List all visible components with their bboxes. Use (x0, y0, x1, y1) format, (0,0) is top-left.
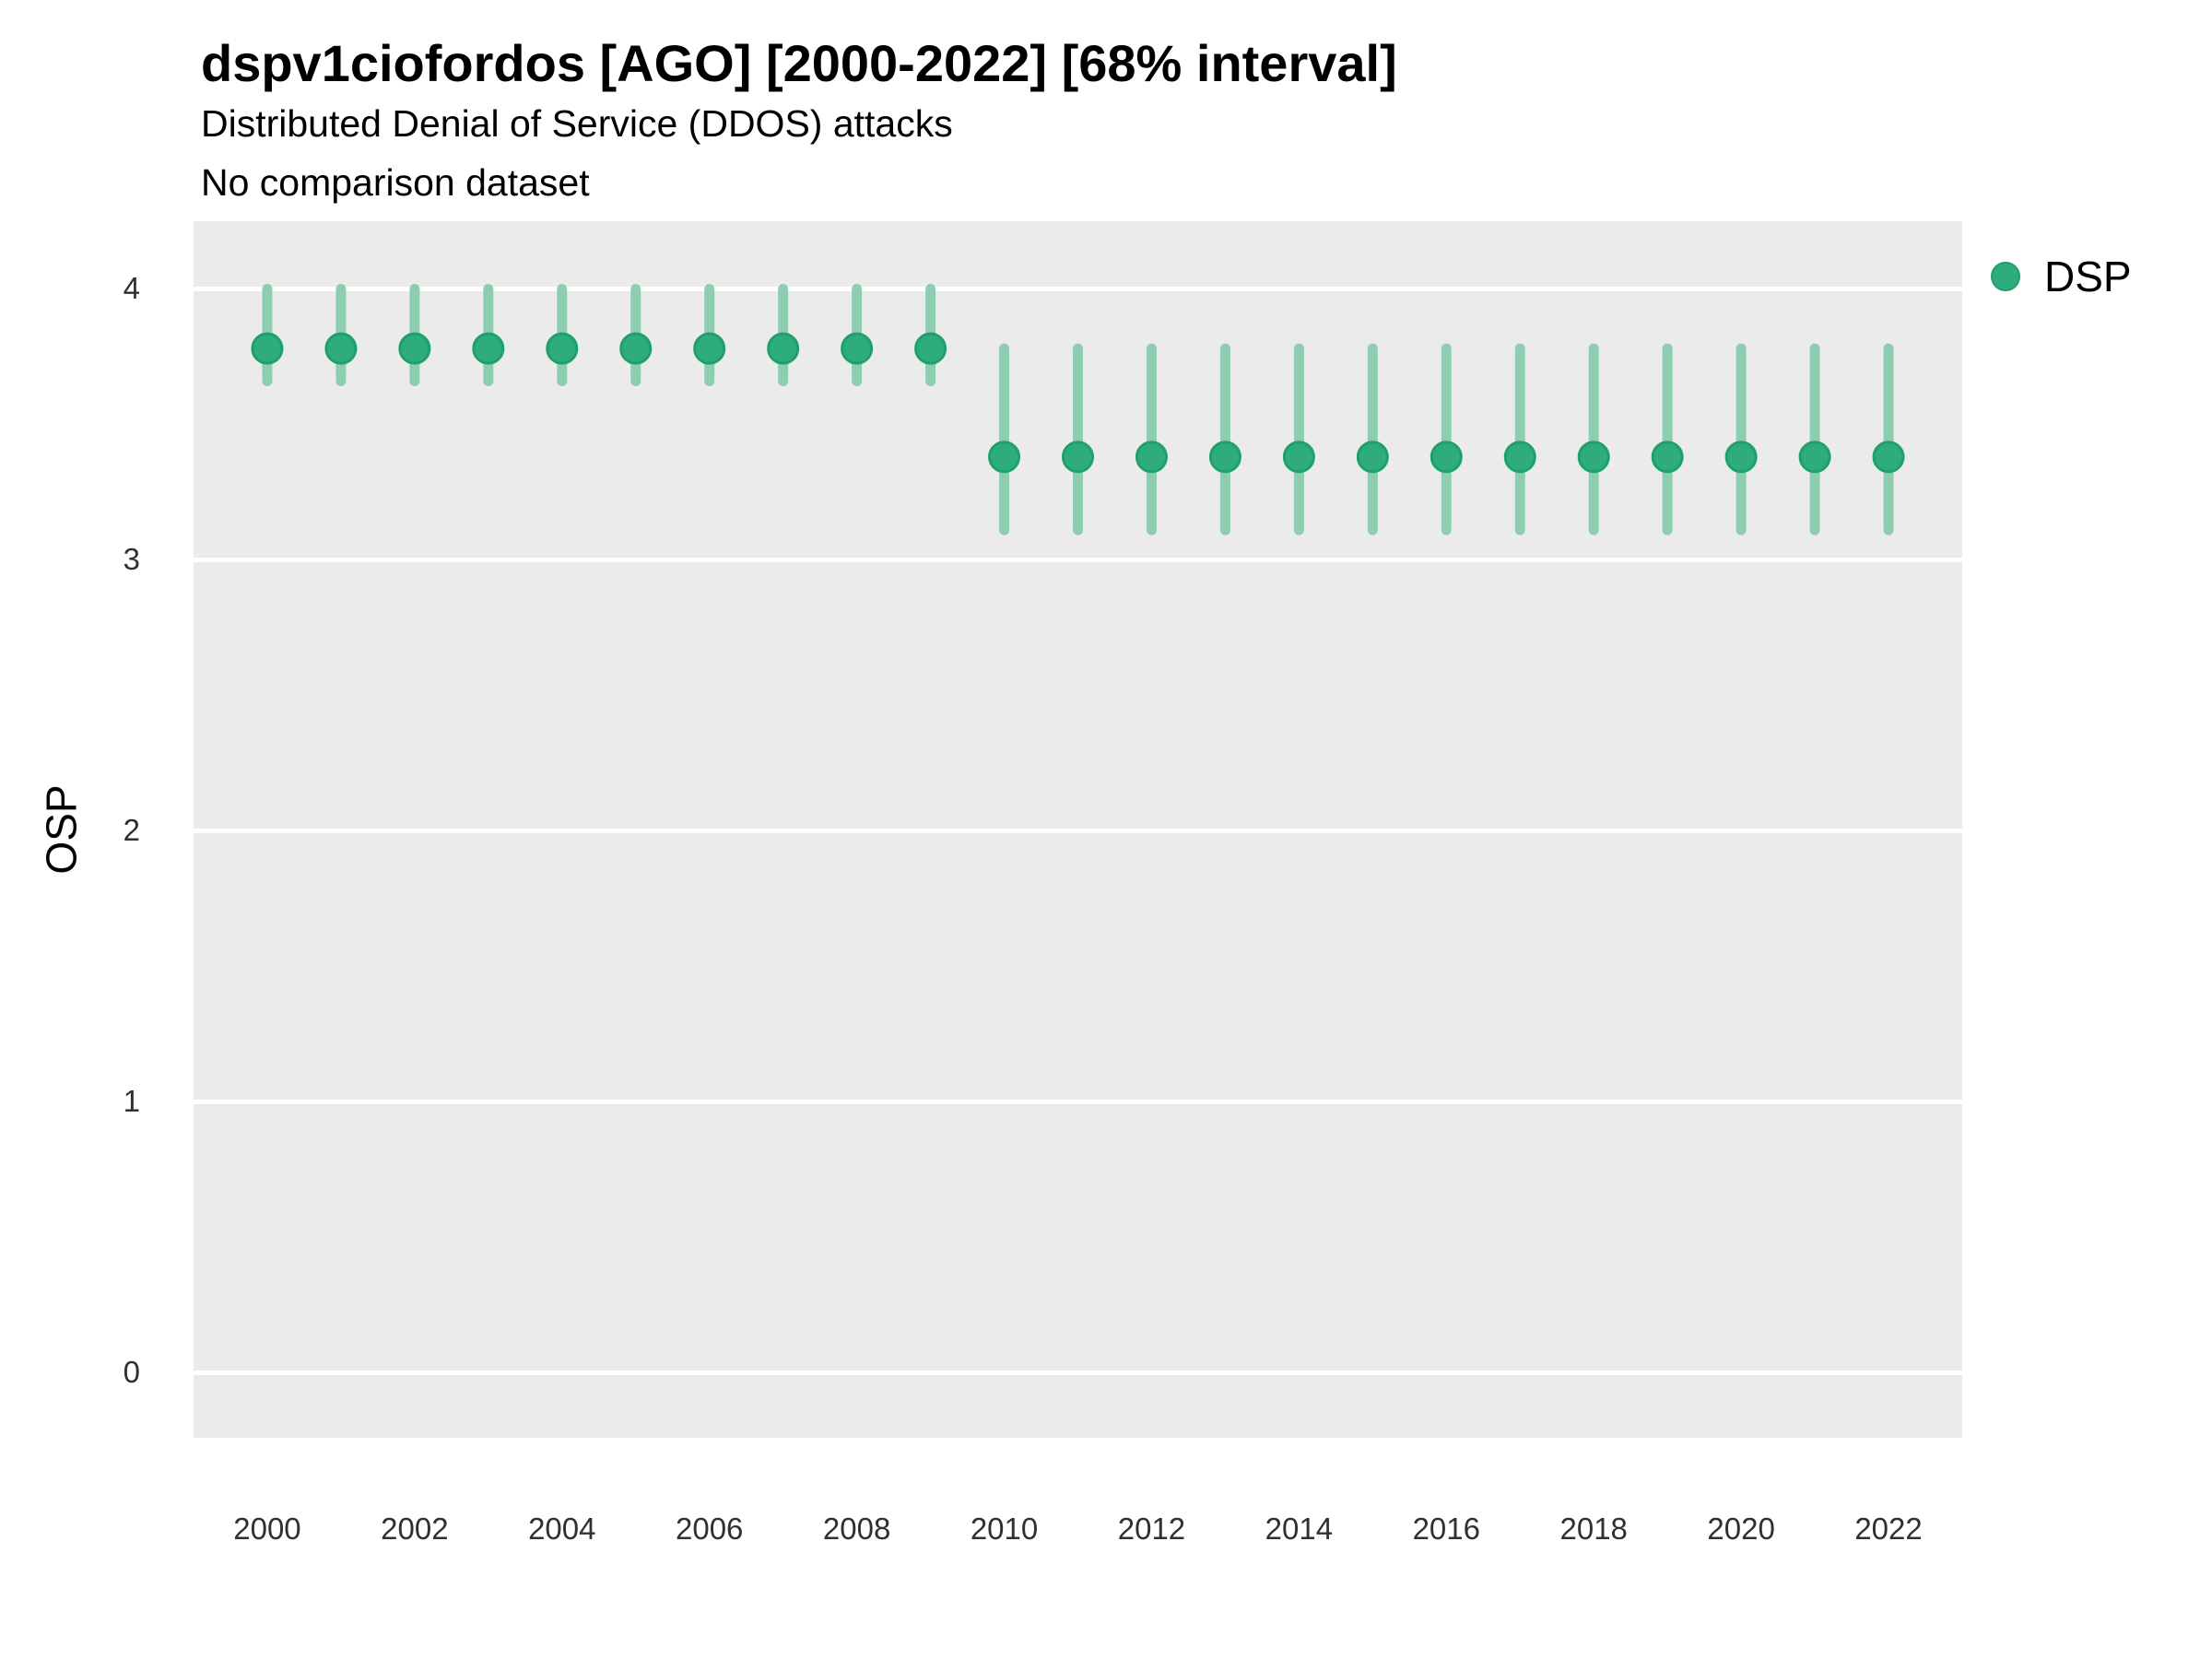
point-2018 (1577, 441, 1610, 474)
chart-note: No comparison dataset (201, 161, 590, 204)
point-2011 (1062, 441, 1094, 474)
point-2022 (1872, 441, 1905, 474)
point-2002 (398, 332, 431, 365)
legend: DSP (1991, 253, 2132, 300)
chart-title: dspv1ciofordos [AGO] [2000-2022] [68% in… (201, 34, 1397, 92)
chart-subtitle: Distributed Denial of Service (DDOS) att… (201, 102, 953, 145)
point-2008 (841, 332, 874, 365)
point-2020 (1724, 441, 1758, 474)
point-2003 (472, 332, 505, 365)
y-tick-label: 4 (123, 271, 140, 306)
point-2000 (251, 332, 284, 365)
x-tick-label: 2002 (381, 1512, 449, 1546)
x-tick-label: 2022 (1854, 1512, 1923, 1546)
y-tick-label: 1 (123, 1084, 140, 1119)
point-2014 (1282, 441, 1315, 474)
x-tick-label: 2006 (675, 1512, 744, 1546)
point-2010 (988, 441, 1021, 474)
legend-point-icon (1991, 262, 2020, 291)
point-2012 (1135, 441, 1168, 474)
y-tick-label: 0 (123, 1355, 140, 1390)
x-tick-label: 2012 (1117, 1512, 1186, 1546)
x-tick-label: 2010 (970, 1512, 1039, 1546)
x-tick-label: 2016 (1412, 1512, 1480, 1546)
plot-canvas (194, 283, 1962, 1375)
point-2021 (1798, 441, 1831, 474)
point-2017 (1503, 441, 1536, 474)
point-2019 (1651, 441, 1684, 474)
point-2006 (693, 332, 726, 365)
x-tick-label: 2020 (1707, 1512, 1775, 1546)
point-2001 (324, 332, 358, 365)
point-2016 (1430, 441, 1463, 474)
x-tick-label: 2000 (233, 1512, 301, 1546)
x-tick-label: 2004 (528, 1512, 596, 1546)
x-tick-label: 2014 (1265, 1512, 1334, 1546)
point-2005 (619, 332, 653, 365)
point-2004 (546, 332, 579, 365)
legend-label: DSP (2044, 253, 2132, 300)
point-2013 (1208, 441, 1241, 474)
point-2015 (1356, 441, 1389, 474)
x-tick-label: 2008 (822, 1512, 891, 1546)
point-2007 (767, 332, 800, 365)
y-tick-label: 3 (123, 542, 140, 577)
point-2009 (914, 332, 947, 365)
y-tick-label: 2 (123, 813, 140, 848)
plot-panel (194, 221, 1962, 1438)
x-tick-label: 2018 (1559, 1512, 1628, 1546)
